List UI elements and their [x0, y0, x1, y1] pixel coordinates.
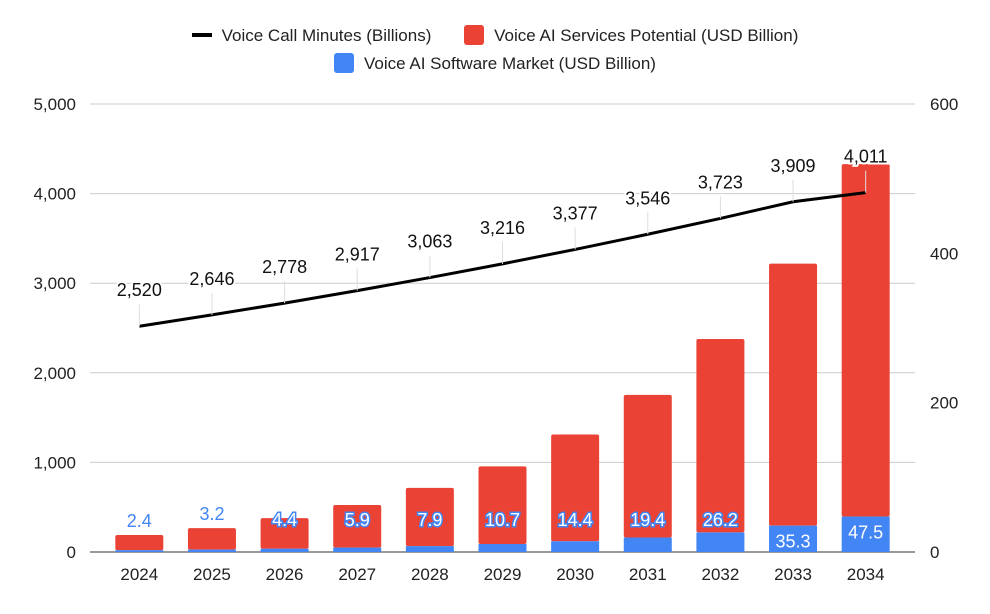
- right-axis-tick-label: 200: [930, 394, 958, 413]
- x-axis-tick-label: 2030: [556, 565, 594, 584]
- data-label-minutes: 3,377: [553, 203, 598, 223]
- data-label-software: 3.2: [199, 504, 224, 524]
- bar-software: [333, 547, 382, 552]
- data-label-software: 19.4: [630, 510, 665, 530]
- data-label-software: 35.3: [776, 532, 811, 552]
- right-axis-tick-label: 0: [930, 543, 939, 562]
- bar-services: [115, 534, 164, 551]
- x-axis-tick-label: 2025: [193, 565, 231, 584]
- bar-software: [551, 541, 600, 552]
- bar-services: [405, 487, 454, 547]
- bar-software: [623, 537, 672, 552]
- x-axis-tick-label: 2026: [266, 565, 304, 584]
- legend-item-voice-ai-services[interactable]: Voice AI Services Potential (USD Billion…: [464, 22, 798, 50]
- data-label-minutes: 2,917: [335, 245, 380, 265]
- bar-services: [260, 518, 309, 549]
- data-label-minutes: 3,216: [480, 218, 525, 238]
- bar-services: [333, 505, 382, 548]
- x-axis-tick-label: 2028: [411, 565, 449, 584]
- bar-software: [841, 516, 890, 552]
- data-label-minutes: 3,723: [698, 172, 743, 192]
- bar-services: [187, 528, 236, 550]
- right-axis-tick-label: 600: [930, 95, 958, 114]
- data-label-minutes: 3,063: [407, 232, 452, 252]
- left-axis-tick-label: 2,000: [33, 364, 76, 383]
- left-axis-tick-label: 3,000: [33, 274, 76, 293]
- data-label-minutes: 2,520: [117, 280, 162, 300]
- data-label-software: 4.4: [272, 510, 297, 530]
- legend-item-voice-call-minutes[interactable]: Voice Call Minutes (Billions): [191, 22, 431, 50]
- bar-software: [769, 525, 818, 552]
- blue-swatch-icon: [334, 53, 355, 73]
- left-axis-tick-label: 0: [67, 543, 76, 562]
- data-label-software: 2.4: [127, 511, 152, 531]
- bar-software: [260, 548, 309, 552]
- bar-services: [478, 466, 527, 545]
- bar-services: [696, 339, 745, 533]
- data-label-minutes: 2,646: [189, 269, 234, 289]
- data-label-minutes: 2,778: [262, 257, 307, 277]
- x-axis-tick-label: 2033: [774, 565, 812, 584]
- left-axis-tick-label: 1,000: [33, 453, 76, 472]
- line-swatch-icon: [191, 33, 212, 37]
- right-axis-tick-label: 400: [930, 244, 958, 263]
- bar-software: [115, 550, 164, 552]
- bar-software: [696, 532, 745, 552]
- bar-services: [551, 434, 600, 542]
- x-axis-tick-label: 2032: [701, 565, 739, 584]
- bar-software: [405, 546, 454, 552]
- data-label-minutes: 3,909: [771, 156, 816, 176]
- x-axis-tick-label: 2031: [629, 565, 667, 584]
- data-label-software: 26.2: [703, 510, 738, 530]
- left-axis-tick-label: 5,000: [33, 95, 76, 114]
- x-axis-tick-label: 2024: [120, 565, 158, 584]
- data-label-minutes: 3,546: [625, 188, 670, 208]
- red-swatch-icon: [464, 25, 485, 45]
- bar-services: [623, 394, 672, 538]
- left-axis-tick-label: 4,000: [33, 185, 76, 204]
- x-axis-tick-label: 2027: [338, 565, 376, 584]
- bar-software: [187, 549, 236, 552]
- legend-item-voice-ai-software[interactable]: Voice AI Software Market (USD Billion): [334, 50, 656, 78]
- data-label-software: 47.5: [848, 523, 883, 543]
- data-label-software: 14.4: [558, 510, 593, 530]
- data-label-software: 10.7: [485, 510, 520, 530]
- bar-software: [478, 544, 527, 552]
- data-label-software: 5.9: [345, 510, 370, 530]
- x-axis-tick-label: 2034: [847, 565, 885, 584]
- legend: Voice Call Minutes (Billions) Voice AI S…: [0, 22, 990, 78]
- data-label-minutes: 4,011: [844, 147, 888, 167]
- bar-services: [769, 263, 818, 526]
- bar-services: [841, 164, 890, 517]
- data-label-software: 7.9: [417, 510, 442, 530]
- x-axis-tick-label: 2029: [484, 565, 522, 584]
